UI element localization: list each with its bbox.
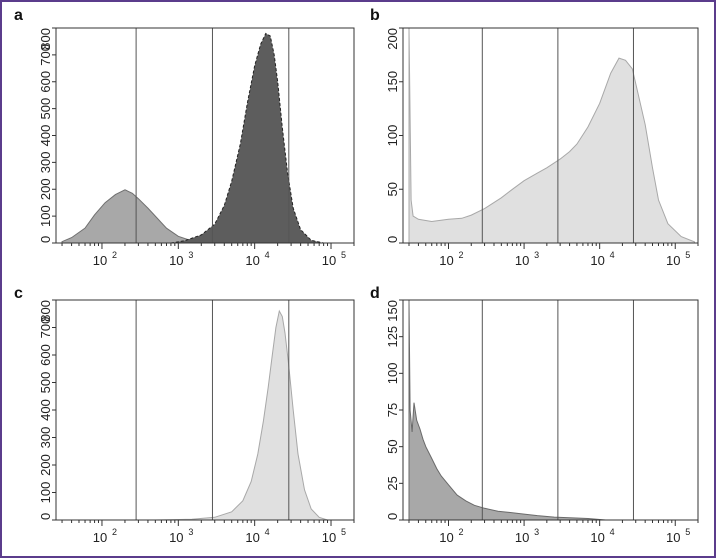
x-tick-exponent: 2 (459, 527, 464, 537)
x-tick-exponent: 5 (685, 250, 690, 260)
x-tick-exponent: 4 (610, 250, 615, 260)
y-tick-label: 125 (385, 326, 400, 348)
x-tick-exponent: 3 (188, 250, 193, 260)
x-tick-label: 10 (515, 530, 529, 545)
x-tick-exponent: 4 (265, 250, 270, 260)
y-tick-label: 200 (38, 178, 53, 200)
x-tick-label: 10 (93, 253, 107, 268)
y-tick-label: 200 (385, 28, 400, 50)
x-tick-label: 10 (93, 530, 107, 545)
x-tick-label: 10 (439, 530, 453, 545)
y-tick-label: 400 (38, 125, 53, 147)
y-tick-label: 700 (38, 317, 53, 339)
y-tick-label: 0 (38, 513, 53, 520)
x-tick-exponent: 5 (341, 527, 346, 537)
x-tick-label: 10 (666, 253, 680, 268)
x-tick-label: 10 (322, 253, 336, 268)
y-tick-label: 0 (38, 236, 53, 243)
y-tick-label: 600 (38, 71, 53, 93)
x-tick-exponent: 2 (112, 527, 117, 537)
y-tick-label: 500 (38, 98, 53, 120)
y-tick-label: 600 (38, 344, 53, 366)
x-tick-label: 10 (590, 530, 604, 545)
panel-letter: b (370, 7, 380, 24)
plot-area (403, 300, 698, 520)
x-tick-exponent: 2 (112, 250, 117, 260)
x-tick-exponent: 5 (685, 527, 690, 537)
y-tick-label: 400 (38, 399, 53, 421)
y-tick-label: 700 (38, 44, 53, 66)
plot-area (56, 300, 354, 520)
y-tick-label: 100 (385, 362, 400, 384)
x-tick-label: 10 (322, 530, 336, 545)
y-tick-label: 25 (385, 476, 400, 490)
y-tick-label: 300 (38, 152, 53, 174)
x-tick-label: 10 (245, 530, 259, 545)
panel-d: 0 25 50 75 100 125 150 10 2 10 3 10 4 10 5 d (370, 285, 699, 545)
y-tick-label: 300 (38, 427, 53, 449)
x-tick-exponent: 3 (534, 527, 539, 537)
y-tick-label: 150 (385, 300, 400, 322)
y-tick-label: 100 (385, 125, 400, 147)
y-tick-label: 800 (38, 28, 53, 50)
y-tick-label: 200 (38, 454, 53, 476)
x-tick-exponent: 3 (188, 527, 193, 537)
x-tick-label: 10 (245, 253, 259, 268)
y-tick-label: 50 (385, 439, 400, 453)
panel-letter: a (14, 7, 23, 24)
x-tick-label: 10 (666, 530, 680, 545)
y-tick-label: 500 (38, 372, 53, 394)
y-tick-label: 50 (385, 182, 400, 196)
histogram-series-2 (170, 32, 324, 243)
x-tick-label: 10 (590, 253, 604, 268)
panel-b: 0 50 100 150 200 10 2 10 3 10 4 10 5 b (370, 7, 699, 268)
x-tick-label: 10 (515, 253, 529, 268)
x-tick-exponent: 2 (459, 250, 464, 260)
histogram-series-1 (408, 300, 606, 520)
x-tick-exponent: 4 (265, 527, 270, 537)
x-tick-label: 10 (169, 530, 183, 545)
histogram-series-1 (408, 28, 695, 243)
x-tick-label: 10 (169, 253, 183, 268)
x-tick-exponent: 5 (341, 250, 346, 260)
panel-letter: c (14, 285, 23, 302)
y-tick-label: 150 (385, 71, 400, 93)
x-tick-label: 10 (439, 253, 453, 268)
y-tick-label: 800 (38, 300, 53, 322)
y-tick-label: 100 (38, 205, 53, 227)
x-tick-exponent: 3 (534, 250, 539, 260)
y-tick-label: 75 (385, 403, 400, 417)
histogram-series-1 (155, 309, 328, 520)
y-tick-label: 100 (38, 482, 53, 504)
x-tick-exponent: 4 (610, 527, 615, 537)
y-tick-label: 0 (385, 513, 400, 520)
y-tick-label: 0 (385, 236, 400, 243)
panel-letter: d (370, 285, 380, 302)
